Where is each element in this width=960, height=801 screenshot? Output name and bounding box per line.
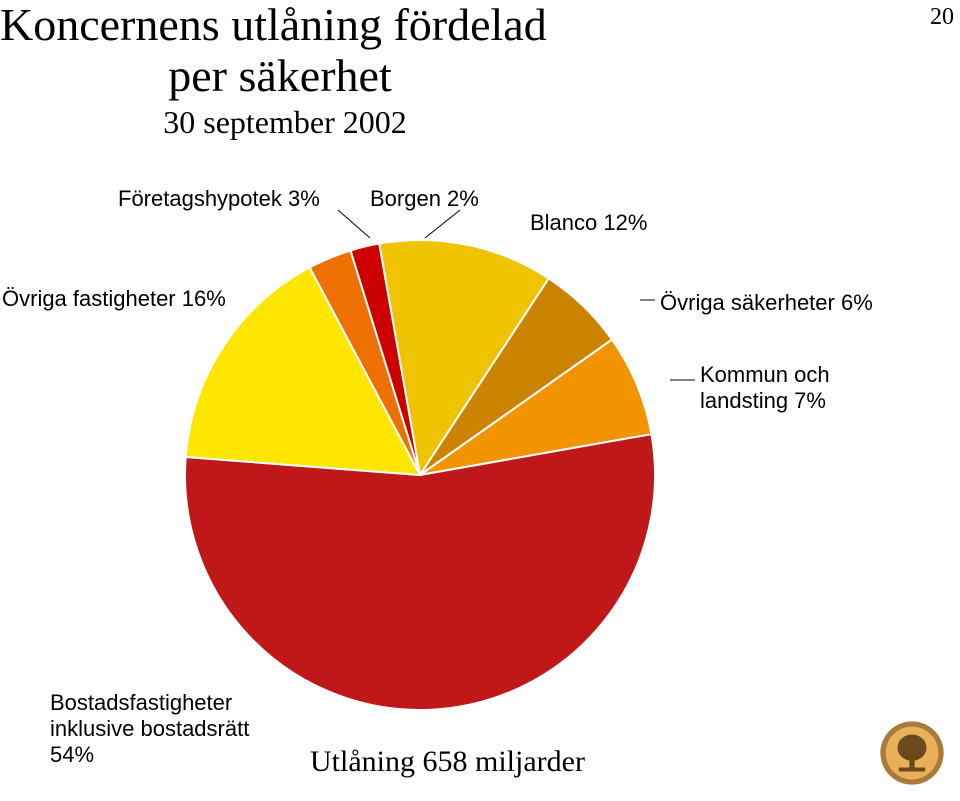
label-foretagshypotek: Företagshypotek 3% xyxy=(118,186,320,212)
label-kommun-2: landsting 7% xyxy=(700,388,826,414)
leader-line xyxy=(425,210,460,238)
label-bostad-1: Bostadsfastigheter xyxy=(50,690,232,716)
brand-logo-icon xyxy=(879,720,945,786)
label-borgen: Borgen 2% xyxy=(370,186,479,212)
label-ovriga-sak: Övriga säkerheter 6% xyxy=(660,290,873,316)
label-bostad-3: 54% xyxy=(50,742,94,768)
leader-line xyxy=(338,210,370,238)
label-ovriga-fast: Övriga fastigheter 16% xyxy=(2,286,226,312)
label-kommun-1: Kommun och xyxy=(700,362,830,388)
label-blanco: Blanco 12% xyxy=(530,210,647,236)
label-bostad-2: inklusive bostadsrätt xyxy=(50,716,249,742)
chart-caption: Utlåning 658 miljarder xyxy=(310,745,585,779)
